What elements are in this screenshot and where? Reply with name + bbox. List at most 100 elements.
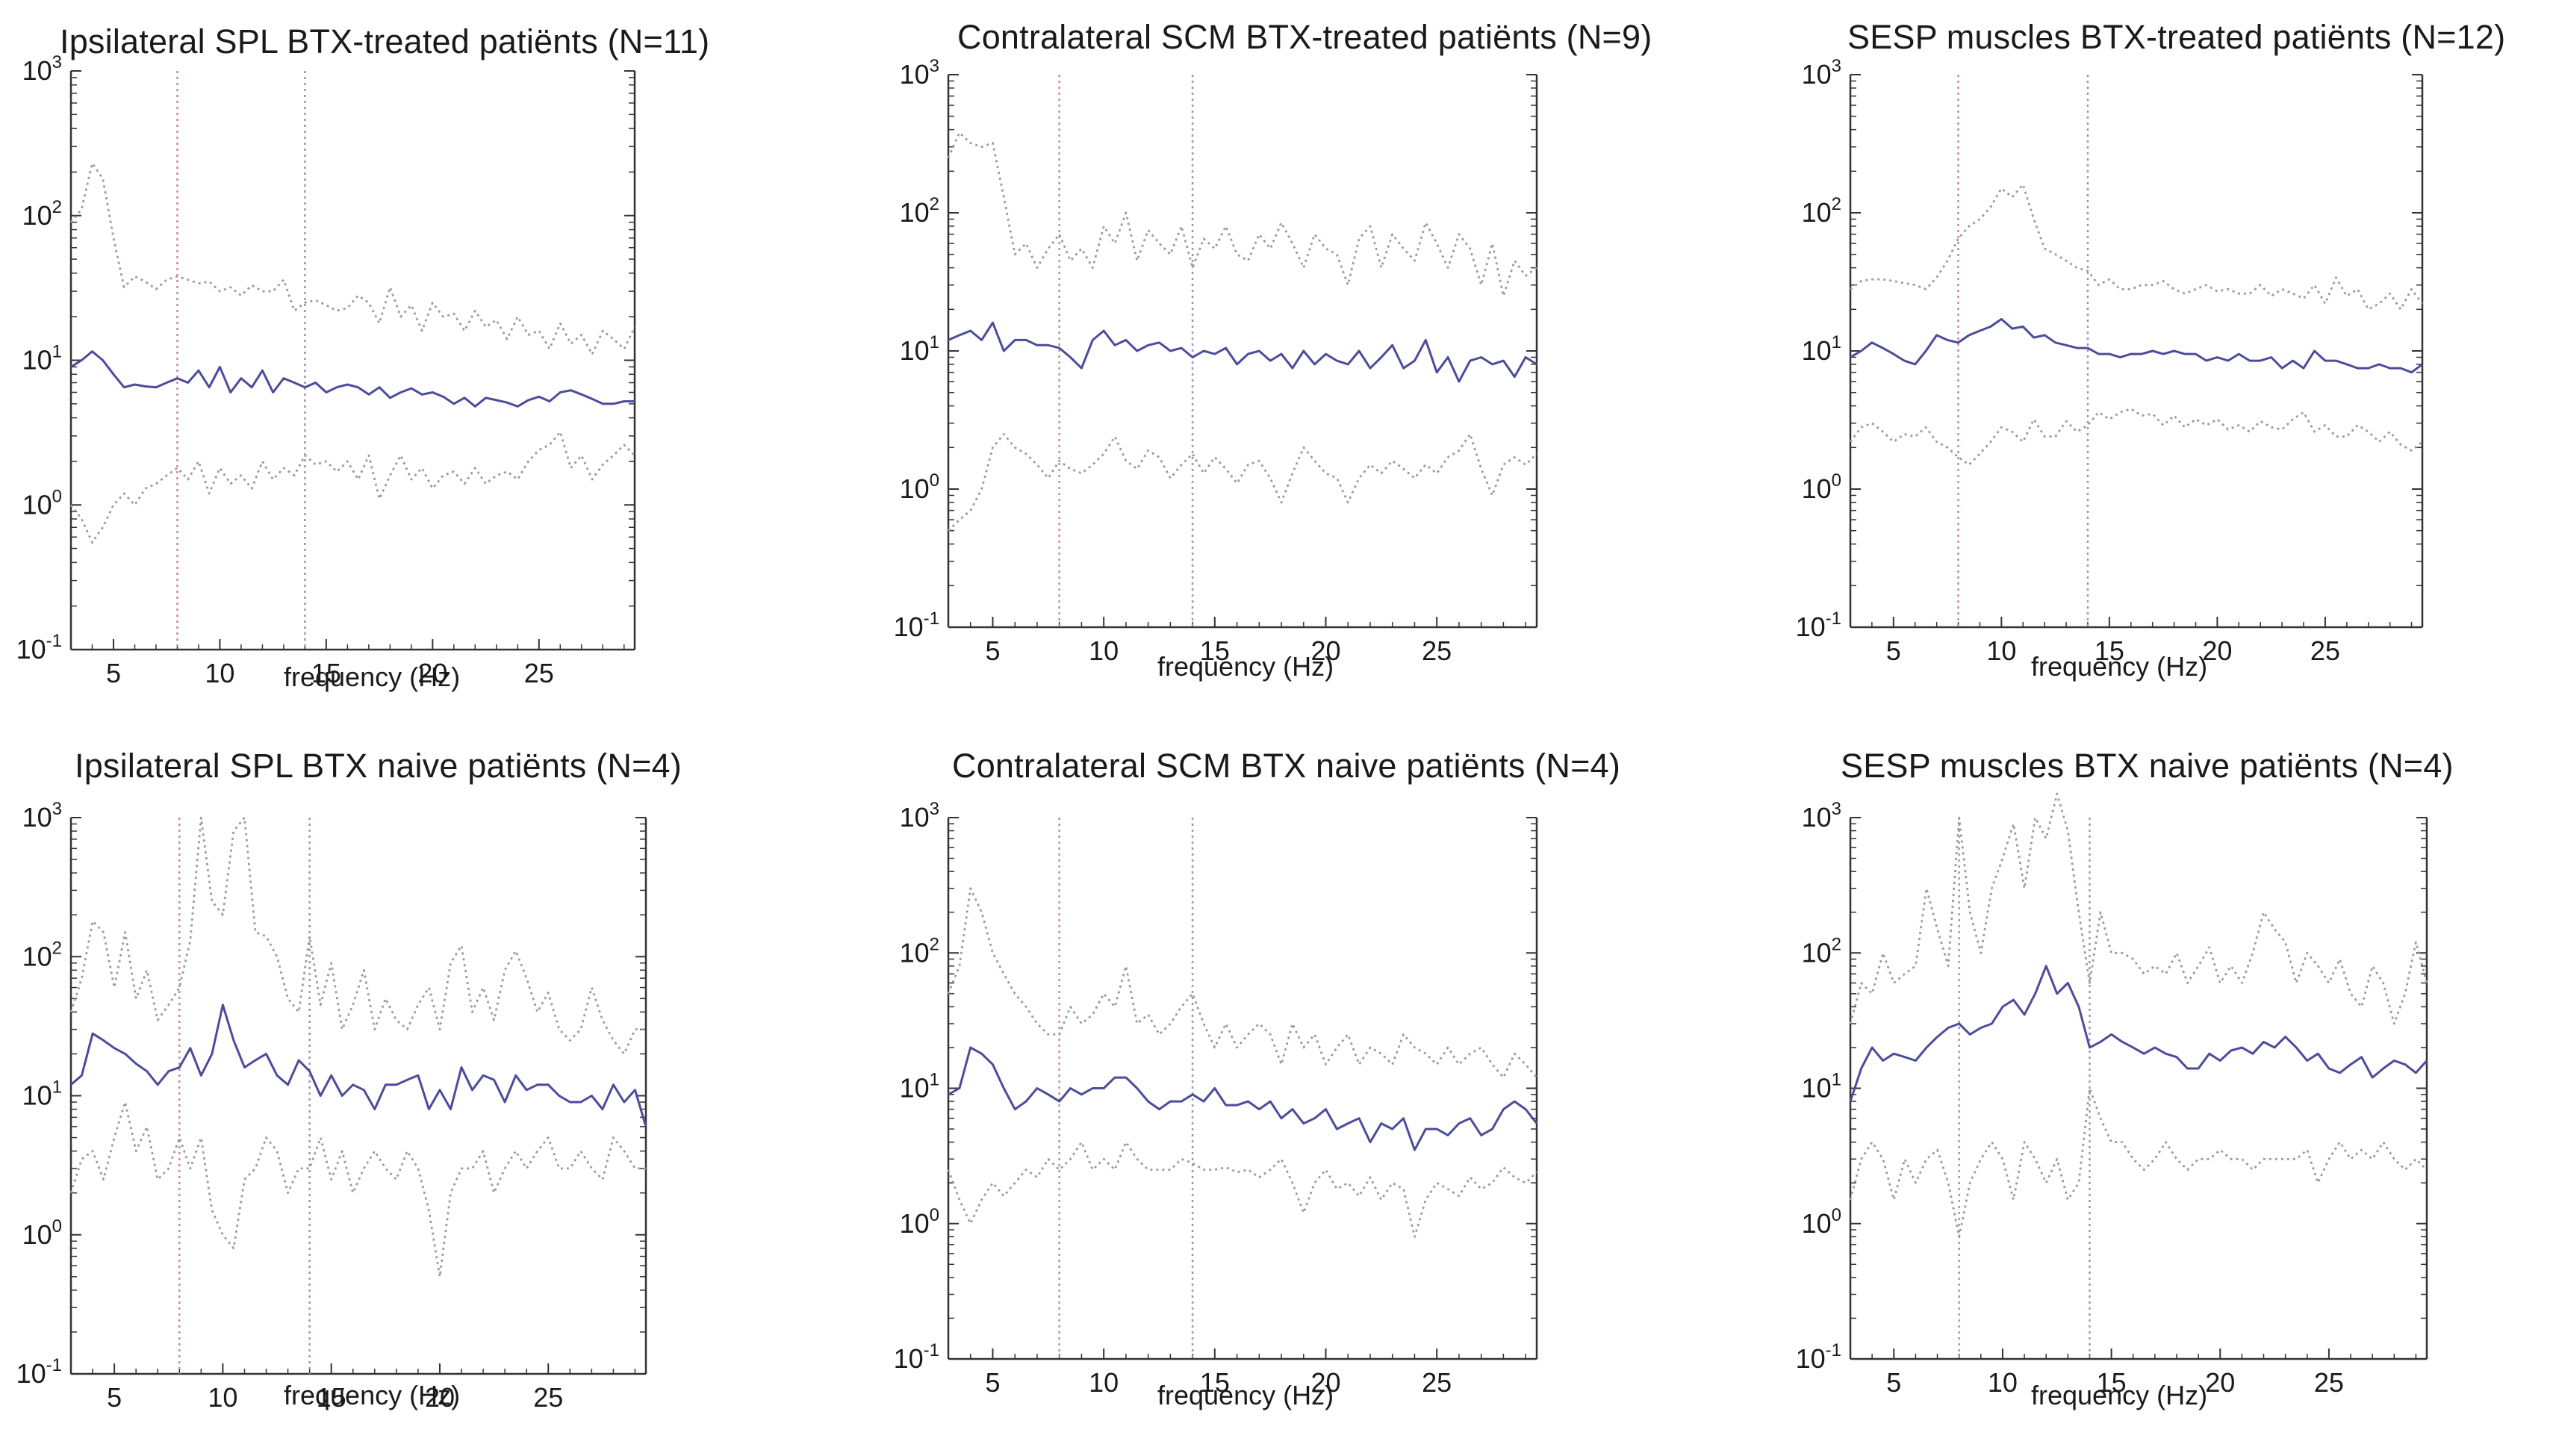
axes-frame <box>1849 817 2428 1360</box>
y-tick-label: 102 <box>22 197 62 231</box>
x-tick-label: 15 <box>311 658 341 688</box>
x-tick-label: 5 <box>1886 1367 1901 1398</box>
y-tick-label: 10-1 <box>894 609 939 642</box>
x-tick-label: 25 <box>1422 635 1452 666</box>
x-tick-label: 15 <box>1200 635 1230 666</box>
series-mean-line <box>70 1004 647 1127</box>
series-mean-line <box>1849 965 2428 1102</box>
chart-panel-3: SESP muscles BTX-treated patiënts (N=12)… <box>1762 0 2509 709</box>
x-tick-label: 10 <box>205 658 234 688</box>
y-tick-label: 100 <box>22 1216 62 1250</box>
y-tick-label: 103 <box>1802 56 1841 90</box>
axes-frame <box>947 817 1538 1360</box>
x-tick-label: 10 <box>1988 1367 2018 1398</box>
series-lower-line <box>1849 1087 2428 1238</box>
y-tick-label: 101 <box>1802 1070 1841 1104</box>
x-tick-label: 5 <box>107 1382 122 1413</box>
y-tick-label: 100 <box>1802 470 1841 504</box>
y-tick-label: 101 <box>900 332 939 366</box>
chart-title: Contralateral SCM BTX naive patiënts (N=… <box>952 747 1621 785</box>
plot-area: 103 102 101 100 10-1 5 10 15 20 25 <box>16 52 636 688</box>
chart-panel-6: SESP muscles BTX naive patiënts (N=4) fre… <box>1762 747 2509 1456</box>
y-tick-label: 100 <box>1802 1205 1841 1239</box>
x-tick-label: 25 <box>2314 1367 2344 1398</box>
series-upper-line <box>1850 183 2424 311</box>
series-lower-line <box>948 433 1537 532</box>
y-tick-label: 101 <box>22 1077 62 1111</box>
plot-area: 103 102 101 100 10-1 5 10 15 20 25 <box>16 799 647 1413</box>
y-tick-label: 101 <box>1802 332 1841 366</box>
chart-panel-1: Ipsilateral SPL BTX-treated patiënts (N=… <box>0 0 747 709</box>
chart-title: SESP muscles BTX-treated patiënts (N=12) <box>1847 18 2506 56</box>
x-axis-label: frequency (Hz) <box>1157 1380 1334 1410</box>
y-tick-label: 10-1 <box>16 1355 62 1389</box>
y-tick-label: 101 <box>22 342 62 376</box>
x-tick-label: 20 <box>425 1382 455 1413</box>
series-lower-line <box>947 1141 1537 1238</box>
x-tick-label: 25 <box>533 1382 563 1413</box>
y-tick-label: 100 <box>22 486 62 520</box>
x-axis-label: frequency (Hz) <box>2031 1380 2208 1410</box>
x-tick-label: 20 <box>1310 635 1340 666</box>
y-tick-label: 103 <box>22 799 62 833</box>
y-tick-label: 10-1 <box>1796 1340 1841 1374</box>
plot-area: 103 102 101 100 10-1 5 10 15 20 25 <box>1796 792 2428 1398</box>
y-tick-label: 100 <box>900 470 939 504</box>
x-tick-label: 20 <box>1310 1367 1340 1398</box>
x-tick-label: 25 <box>524 658 554 688</box>
series-mean-line <box>948 1046 1538 1151</box>
y-tick-label: 102 <box>900 194 939 228</box>
series-lower-line <box>1849 408 2423 466</box>
chart-panel-4: Ipsilateral SPL BTX naive patiënts (N=4)… <box>0 747 747 1456</box>
plot-area: 103 102 101 100 10-1 5 10 15 20 25 <box>894 56 1538 666</box>
y-tick-label: 10-1 <box>894 1340 939 1374</box>
series-upper-line <box>1849 792 2428 1025</box>
x-axis-label: frequency (Hz) <box>1157 651 1334 682</box>
x-tick-label: 10 <box>208 1382 237 1413</box>
x-tick-label: 15 <box>2097 1367 2127 1398</box>
x-tick-label: 15 <box>2095 635 2124 666</box>
y-tick-label: 101 <box>900 1070 939 1104</box>
series-lower-line <box>69 431 635 544</box>
x-tick-label: 5 <box>985 1367 1000 1398</box>
series-upper-line <box>947 887 1538 1079</box>
y-tick-label: 102 <box>900 934 939 968</box>
x-tick-label: 5 <box>1886 635 1901 666</box>
series-upper-line <box>947 131 1537 297</box>
x-tick-label: 10 <box>1986 635 2016 666</box>
chart-title: Ipsilateral SPL BTX-treated patiënts (N=… <box>60 22 710 60</box>
x-tick-label: 25 <box>2310 635 2340 666</box>
x-tick-label: 15 <box>1200 1367 1230 1398</box>
x-tick-label: 25 <box>1422 1367 1452 1398</box>
y-tick-label: 103 <box>1802 799 1841 833</box>
series-upper-line <box>69 162 636 355</box>
axes-frame <box>69 817 647 1375</box>
y-tick-label: 103 <box>22 52 62 86</box>
axes-frame <box>69 70 636 651</box>
y-tick-label: 102 <box>1802 194 1841 228</box>
series-mean-line <box>948 321 1537 383</box>
y-tick-label: 103 <box>900 799 939 833</box>
plot-area: 103 102 101 100 10-1 5 10 15 20 25 <box>894 799 1538 1398</box>
x-tick-label: 20 <box>2202 635 2232 666</box>
chart-title: Ipsilateral SPL BTX naive patiënts (N=4) <box>75 747 682 785</box>
x-axis-label: frequency (Hz) <box>2031 651 2208 682</box>
x-tick-label: 10 <box>1089 1367 1119 1398</box>
y-tick-label: 103 <box>900 56 939 90</box>
x-tick-label: 5 <box>985 635 1000 666</box>
x-tick-label: 15 <box>317 1382 346 1413</box>
y-tick-label: 102 <box>1802 934 1841 968</box>
series-mean-line <box>70 350 635 408</box>
axes-frame <box>947 74 1538 629</box>
y-tick-label: 10-1 <box>1796 609 1841 642</box>
series-lower-line <box>69 1101 646 1278</box>
chart-panel-5: Contralateral SCM BTX naive patiënts (N=… <box>874 747 1620 1456</box>
x-tick-label: 20 <box>417 658 447 688</box>
chart-title: Contralateral SCM BTX-treated patiënts (… <box>957 18 1652 56</box>
x-axis-label: frequency (Hz) <box>284 662 461 692</box>
x-axis-label: frequency (Hz) <box>284 1380 461 1410</box>
chart-panel-2: Contralateral SCM BTX-treated patiënts (… <box>874 0 1652 709</box>
y-tick-label: 102 <box>22 938 62 971</box>
x-tick-label: 10 <box>1089 635 1119 666</box>
y-tick-label: 100 <box>900 1205 939 1239</box>
